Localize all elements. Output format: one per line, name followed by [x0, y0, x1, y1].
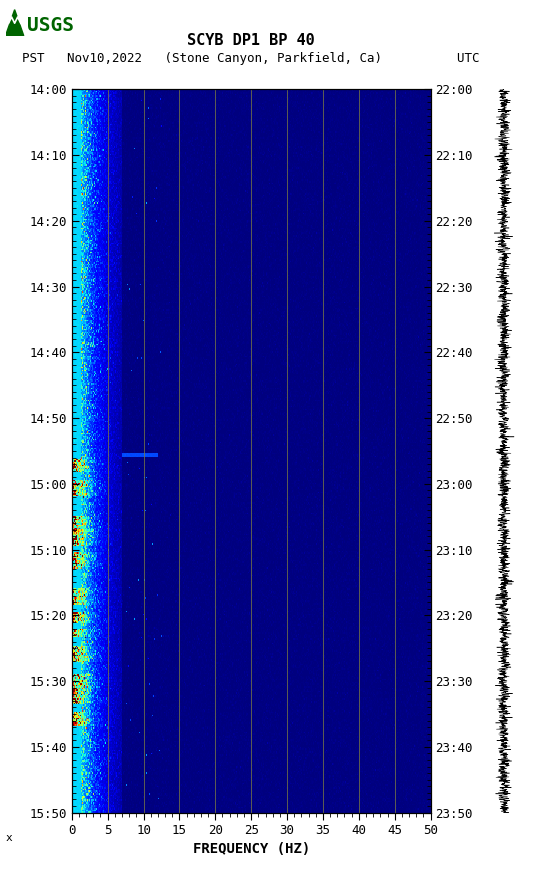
X-axis label: FREQUENCY (HZ): FREQUENCY (HZ) [193, 841, 310, 855]
Polygon shape [6, 10, 24, 36]
Text: SCYB DP1 BP 40: SCYB DP1 BP 40 [187, 33, 315, 47]
Text: x: x [6, 833, 12, 843]
Text: USGS: USGS [26, 16, 74, 35]
Text: PST   Nov10,2022   (Stone Canyon, Parkfield, Ca)          UTC: PST Nov10,2022 (Stone Canyon, Parkfield,… [23, 52, 480, 64]
